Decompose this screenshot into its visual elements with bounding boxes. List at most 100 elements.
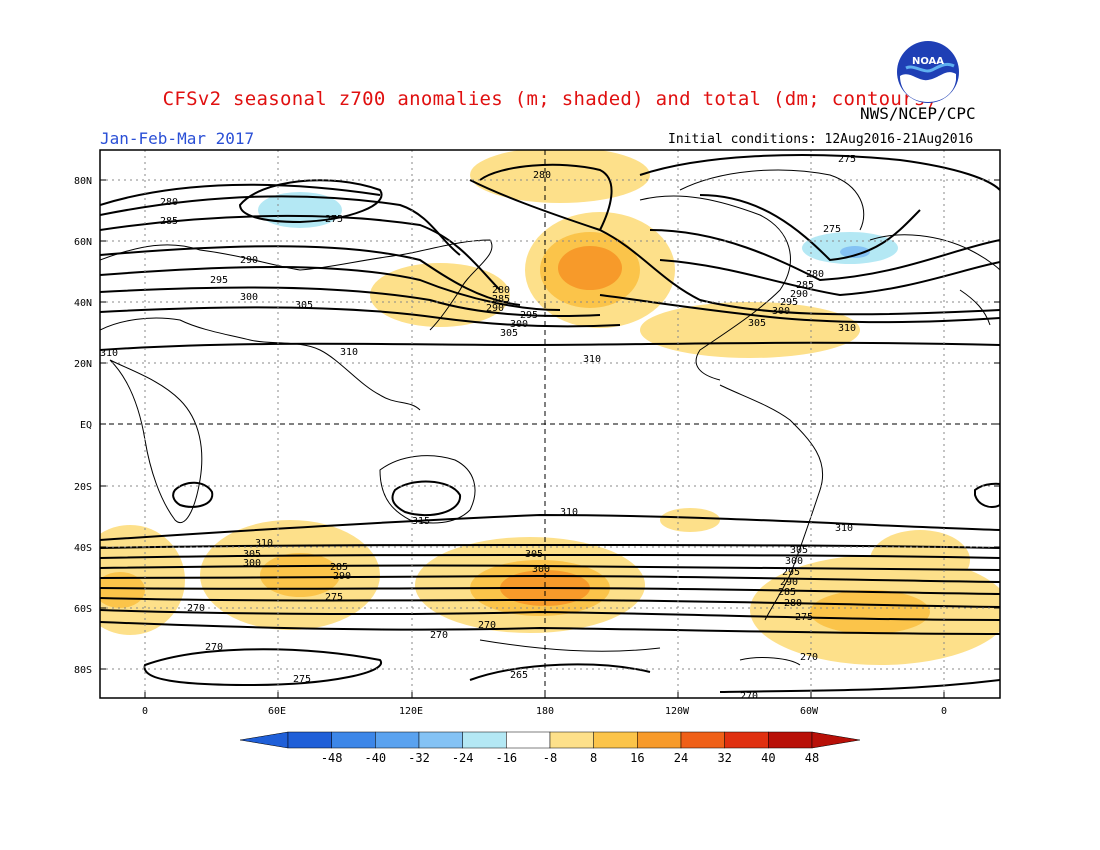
contour-label: 295 [782, 567, 800, 578]
colorbar-tick-label: -24 [452, 751, 474, 765]
colorbar-tick-label: 32 [717, 751, 731, 765]
contour-label: 270 [430, 630, 448, 641]
contour-label: 285 [492, 294, 510, 305]
contour-label: 305 [243, 549, 261, 560]
colorbar-tick-label: -48 [321, 751, 343, 765]
lon-label: 120E [399, 706, 423, 717]
contour-label: 265 [510, 670, 528, 681]
contour-label: 310 [560, 507, 578, 518]
contour-label: 295 [780, 297, 798, 308]
contour-label: 275 [325, 214, 343, 225]
colorbar-swatch [549, 731, 594, 749]
contour-label: 295 [210, 275, 228, 286]
noaa-logo-icon: NOAA [897, 41, 959, 103]
contour-label: 285 [160, 216, 178, 227]
contour-label: 305 [790, 545, 808, 556]
contour-label: 290 [780, 577, 798, 588]
lon-label: 0 [142, 706, 148, 717]
lat-label: EQ [80, 420, 92, 431]
chart-title: CFSv2 seasonal z700 anomalies (m; shaded… [162, 88, 938, 110]
contour-label: 305 [748, 318, 766, 329]
contour-label: 275 [823, 224, 841, 235]
colorbar-swatch [375, 731, 420, 749]
lat-label: 20S [74, 482, 92, 493]
lat-label: 80S [74, 665, 92, 676]
period-label: Jan-Feb-Mar 2017 [100, 129, 255, 148]
colorbar-swatch [506, 731, 551, 749]
contour-label: 305 [295, 300, 313, 311]
negative-anomalies [258, 192, 898, 264]
contour-label: 280 [806, 269, 824, 280]
lon-label: 60E [268, 706, 286, 717]
agency-label: NWS/NCEP/CPC [860, 104, 976, 123]
contour-label: 275 [293, 674, 311, 685]
contour-label: 290 [240, 255, 258, 266]
lon-label: 180 [536, 706, 554, 717]
contour-label: 270 [478, 620, 496, 631]
lon-label: 120W [665, 706, 690, 717]
contour-label: 310 [835, 523, 853, 534]
contour-label: 315 [412, 516, 430, 527]
colorbar-tick-label: -32 [408, 751, 430, 765]
contour-labels: 275 280 285 290 295 300 305 310 280 280 … [100, 154, 856, 702]
colorbar-tick-label: -8 [543, 751, 557, 765]
colorbar-swatch [593, 731, 638, 749]
colorbar-tick-label: -16 [495, 751, 517, 765]
coastlines [100, 169, 1000, 666]
contour-label: 300 [532, 564, 550, 575]
contour-label: 290 [790, 289, 808, 300]
map-field: 275 280 285 290 295 300 305 310 280 280 … [100, 150, 1000, 702]
colorbar-arrow-right [811, 731, 860, 749]
lon-label: 60W [800, 706, 819, 717]
colorbar-tick-label: 40 [761, 751, 775, 765]
contour-label: 270 [800, 652, 818, 663]
lat-label: 40N [74, 298, 92, 309]
colorbar-tick-label: 8 [590, 751, 597, 765]
lat-label: 20N [74, 359, 92, 370]
contour-label: 270 [740, 691, 758, 702]
lon-label: 0 [941, 706, 947, 717]
contour-label: 300 [772, 306, 790, 317]
contour-label: 310 [100, 348, 118, 359]
contour-label: 285 [796, 280, 814, 291]
colorbar-swatch [680, 731, 725, 749]
colorbar-swatch [418, 731, 463, 749]
lat-label: 60S [74, 604, 92, 615]
colorbar-tick-label: 16 [630, 751, 644, 765]
graticule [100, 150, 1000, 698]
contour-label: 275 [838, 154, 856, 165]
contour-label: 275 [795, 612, 813, 623]
contour-label: 290 [486, 303, 504, 314]
initial-conditions-label: Initial conditions: 12Aug2016-21Aug2016 [668, 132, 974, 147]
contour-label: 310 [340, 347, 358, 358]
colorbar-swatch [768, 731, 813, 749]
contour-label: 280 [784, 598, 802, 609]
contour-label: 270 [205, 642, 223, 653]
contour-label: 295 [520, 310, 538, 321]
colorbar-swatch [462, 731, 507, 749]
contour-label: 270 [187, 603, 205, 614]
colorbar-swatch [637, 731, 682, 749]
contour-label: 275 [325, 592, 343, 603]
contour-label: 310 [255, 538, 273, 549]
contour-label: 300 [785, 556, 803, 567]
contour-label: 300 [243, 558, 261, 569]
lat-label: 60N [74, 237, 92, 248]
contour-label: 305 [500, 328, 518, 339]
axis-ticks [100, 179, 1000, 698]
colorbar-arrow-left [240, 731, 289, 749]
logo-text: NOAA [912, 56, 944, 67]
contour-label: 300 [510, 319, 528, 330]
contour-label: 280 [492, 285, 510, 296]
contour-label: 280 [160, 197, 178, 208]
contour-label: 310 [583, 354, 601, 365]
colorbar-tick-label: -40 [364, 751, 386, 765]
colorbar-tick-label: 24 [674, 751, 688, 765]
contour-label: 300 [240, 292, 258, 303]
contour-label: 280 [533, 170, 551, 181]
lat-label: 40S [74, 543, 92, 554]
colorbar-swatch [287, 731, 332, 749]
colorbar-swatch [724, 731, 769, 749]
colorbar-tick-label: 48 [805, 751, 819, 765]
